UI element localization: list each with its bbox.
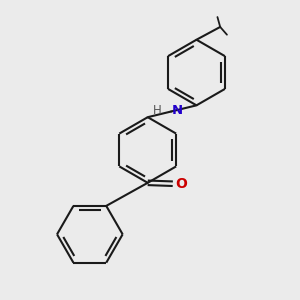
Text: O: O bbox=[175, 177, 187, 191]
Text: N: N bbox=[172, 103, 183, 117]
Text: H: H bbox=[153, 103, 162, 117]
